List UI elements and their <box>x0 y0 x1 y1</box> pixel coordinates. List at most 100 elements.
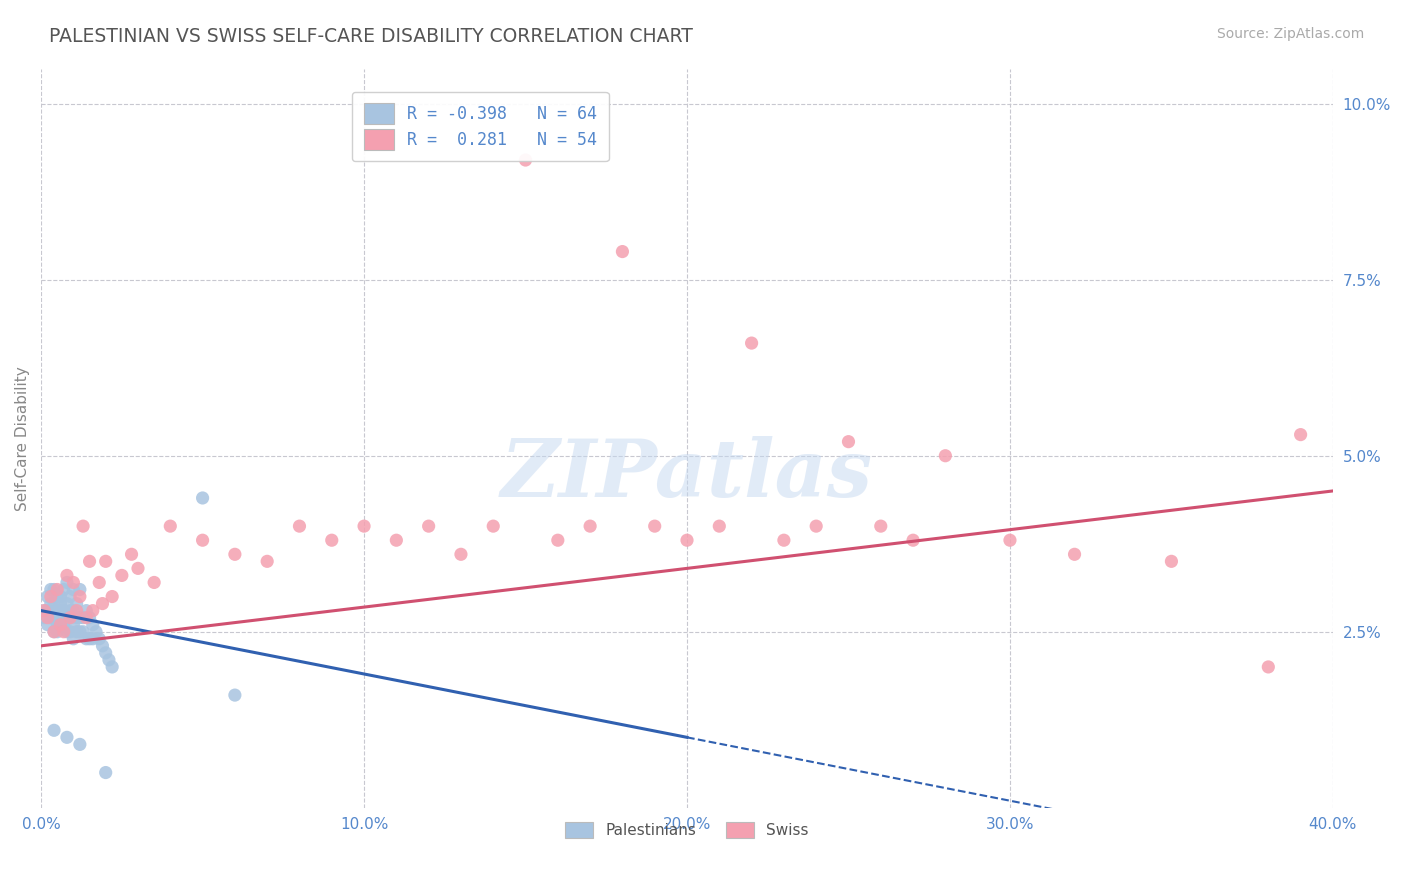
Point <box>46 582 69 597</box>
Point <box>97 653 120 667</box>
Point <box>42 723 65 738</box>
Point <box>37 590 59 604</box>
Point <box>42 582 65 597</box>
Point <box>191 533 214 548</box>
Text: ZIPatlas: ZIPatlas <box>501 436 873 514</box>
Point <box>39 590 62 604</box>
Point <box>69 624 91 639</box>
Point <box>49 604 72 618</box>
Point <box>66 604 89 618</box>
Point <box>159 519 181 533</box>
Point <box>69 738 91 752</box>
Point <box>56 597 79 611</box>
Point <box>59 610 82 624</box>
Point <box>56 610 79 624</box>
Point <box>59 590 82 604</box>
Point <box>127 561 149 575</box>
Point <box>52 582 75 597</box>
Point <box>869 519 891 533</box>
Point <box>806 519 828 533</box>
Point <box>69 610 91 624</box>
Point <box>52 604 75 618</box>
Point <box>49 597 72 611</box>
Point <box>72 610 94 624</box>
Point <box>385 533 408 548</box>
Point <box>998 533 1021 548</box>
Point <box>82 617 104 632</box>
Point <box>101 590 124 604</box>
Point <box>72 624 94 639</box>
Point <box>62 604 84 618</box>
Point <box>46 610 69 624</box>
Point <box>42 624 65 639</box>
Point <box>39 610 62 624</box>
Point <box>353 519 375 533</box>
Point <box>515 153 537 167</box>
Point <box>773 533 796 548</box>
Point <box>52 617 75 632</box>
Text: PALESTINIAN VS SWISS SELF-CARE DISABILITY CORRELATION CHART: PALESTINIAN VS SWISS SELF-CARE DISABILIT… <box>49 27 693 45</box>
Point <box>62 575 84 590</box>
Point <box>676 533 699 548</box>
Point <box>89 575 111 590</box>
Point <box>901 533 924 548</box>
Point <box>612 244 634 259</box>
Point <box>62 632 84 646</box>
Y-axis label: Self-Care Disability: Self-Care Disability <box>15 366 30 510</box>
Point <box>84 624 107 639</box>
Point <box>79 610 101 624</box>
Point <box>37 604 59 618</box>
Point <box>66 610 89 624</box>
Point <box>37 617 59 632</box>
Point <box>644 519 666 533</box>
Point <box>934 449 956 463</box>
Point <box>52 610 75 624</box>
Point <box>42 624 65 639</box>
Point <box>91 639 114 653</box>
Point <box>547 533 569 548</box>
Point <box>191 491 214 505</box>
Point <box>224 688 246 702</box>
Legend: Palestinians, Swiss: Palestinians, Swiss <box>560 815 815 845</box>
Point <box>89 632 111 646</box>
Point <box>418 519 440 533</box>
Point <box>1257 660 1279 674</box>
Point <box>46 624 69 639</box>
Point <box>56 568 79 582</box>
Point <box>288 519 311 533</box>
Point <box>1063 547 1085 561</box>
Point <box>46 617 69 632</box>
Point <box>450 547 472 561</box>
Point <box>49 617 72 632</box>
Point <box>75 610 97 624</box>
Point <box>101 660 124 674</box>
Point <box>39 582 62 597</box>
Point <box>91 597 114 611</box>
Point <box>56 575 79 590</box>
Point <box>75 604 97 618</box>
Point <box>75 632 97 646</box>
Point <box>34 604 56 618</box>
Point <box>34 610 56 624</box>
Point <box>69 590 91 604</box>
Point <box>79 554 101 568</box>
Point <box>37 610 59 624</box>
Point <box>709 519 731 533</box>
Point <box>837 434 859 449</box>
Point <box>94 554 117 568</box>
Point <box>66 597 89 611</box>
Point <box>256 554 278 568</box>
Point <box>321 533 343 548</box>
Point <box>62 582 84 597</box>
Point <box>1289 427 1312 442</box>
Point <box>49 590 72 604</box>
Text: Source: ZipAtlas.com: Source: ZipAtlas.com <box>1216 27 1364 41</box>
Point <box>66 624 89 639</box>
Point <box>94 646 117 660</box>
Point <box>482 519 505 533</box>
Point <box>741 336 763 351</box>
Point <box>579 519 602 533</box>
Point <box>94 765 117 780</box>
Point <box>224 547 246 561</box>
Point <box>59 610 82 624</box>
